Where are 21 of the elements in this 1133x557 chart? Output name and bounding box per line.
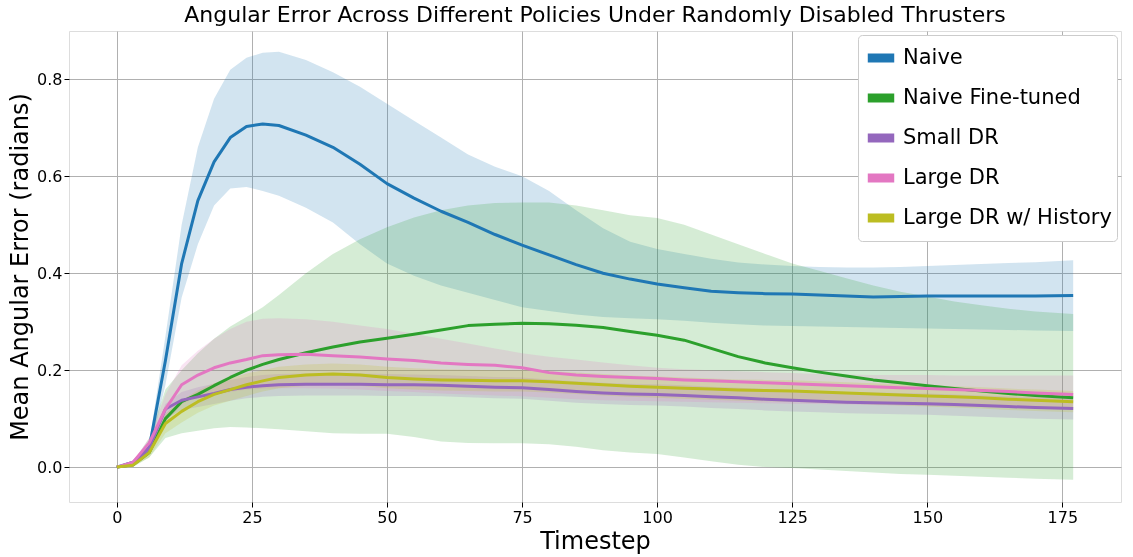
y-tick-label: 0.2 [37, 360, 63, 380]
y-tick-label: 0.6 [37, 166, 63, 186]
x-tick-label: 50 [377, 507, 398, 527]
y-tick-label: 0.4 [37, 263, 63, 283]
y-tick-label: 0.8 [37, 69, 63, 89]
y-axis-title: Mean Angular Error (radians) [6, 93, 35, 441]
legend-label: Naive Fine-tuned [903, 85, 1081, 109]
x-tick-label: 25 [242, 507, 263, 527]
x-tick-label: 125 [777, 507, 808, 527]
chart-title: Angular Error Across Different Policies Under Randomly Disabled Thrusters [184, 2, 1006, 27]
x-tick-label: 100 [642, 507, 673, 527]
y-tick-label: 0.0 [37, 457, 63, 477]
x-tick-label: 175 [1047, 507, 1079, 527]
legend-label: Small DR [903, 125, 999, 149]
x-tick-label: 150 [912, 507, 944, 527]
legend-label: Large DR [903, 165, 1000, 189]
x-axis-title: Timestep [539, 526, 651, 555]
legend-label: Naive [903, 45, 963, 69]
legend-label: Large DR w/ History [903, 205, 1112, 229]
x-tick-label: 0 [112, 507, 123, 527]
x-tick-label: 75 [512, 507, 533, 527]
